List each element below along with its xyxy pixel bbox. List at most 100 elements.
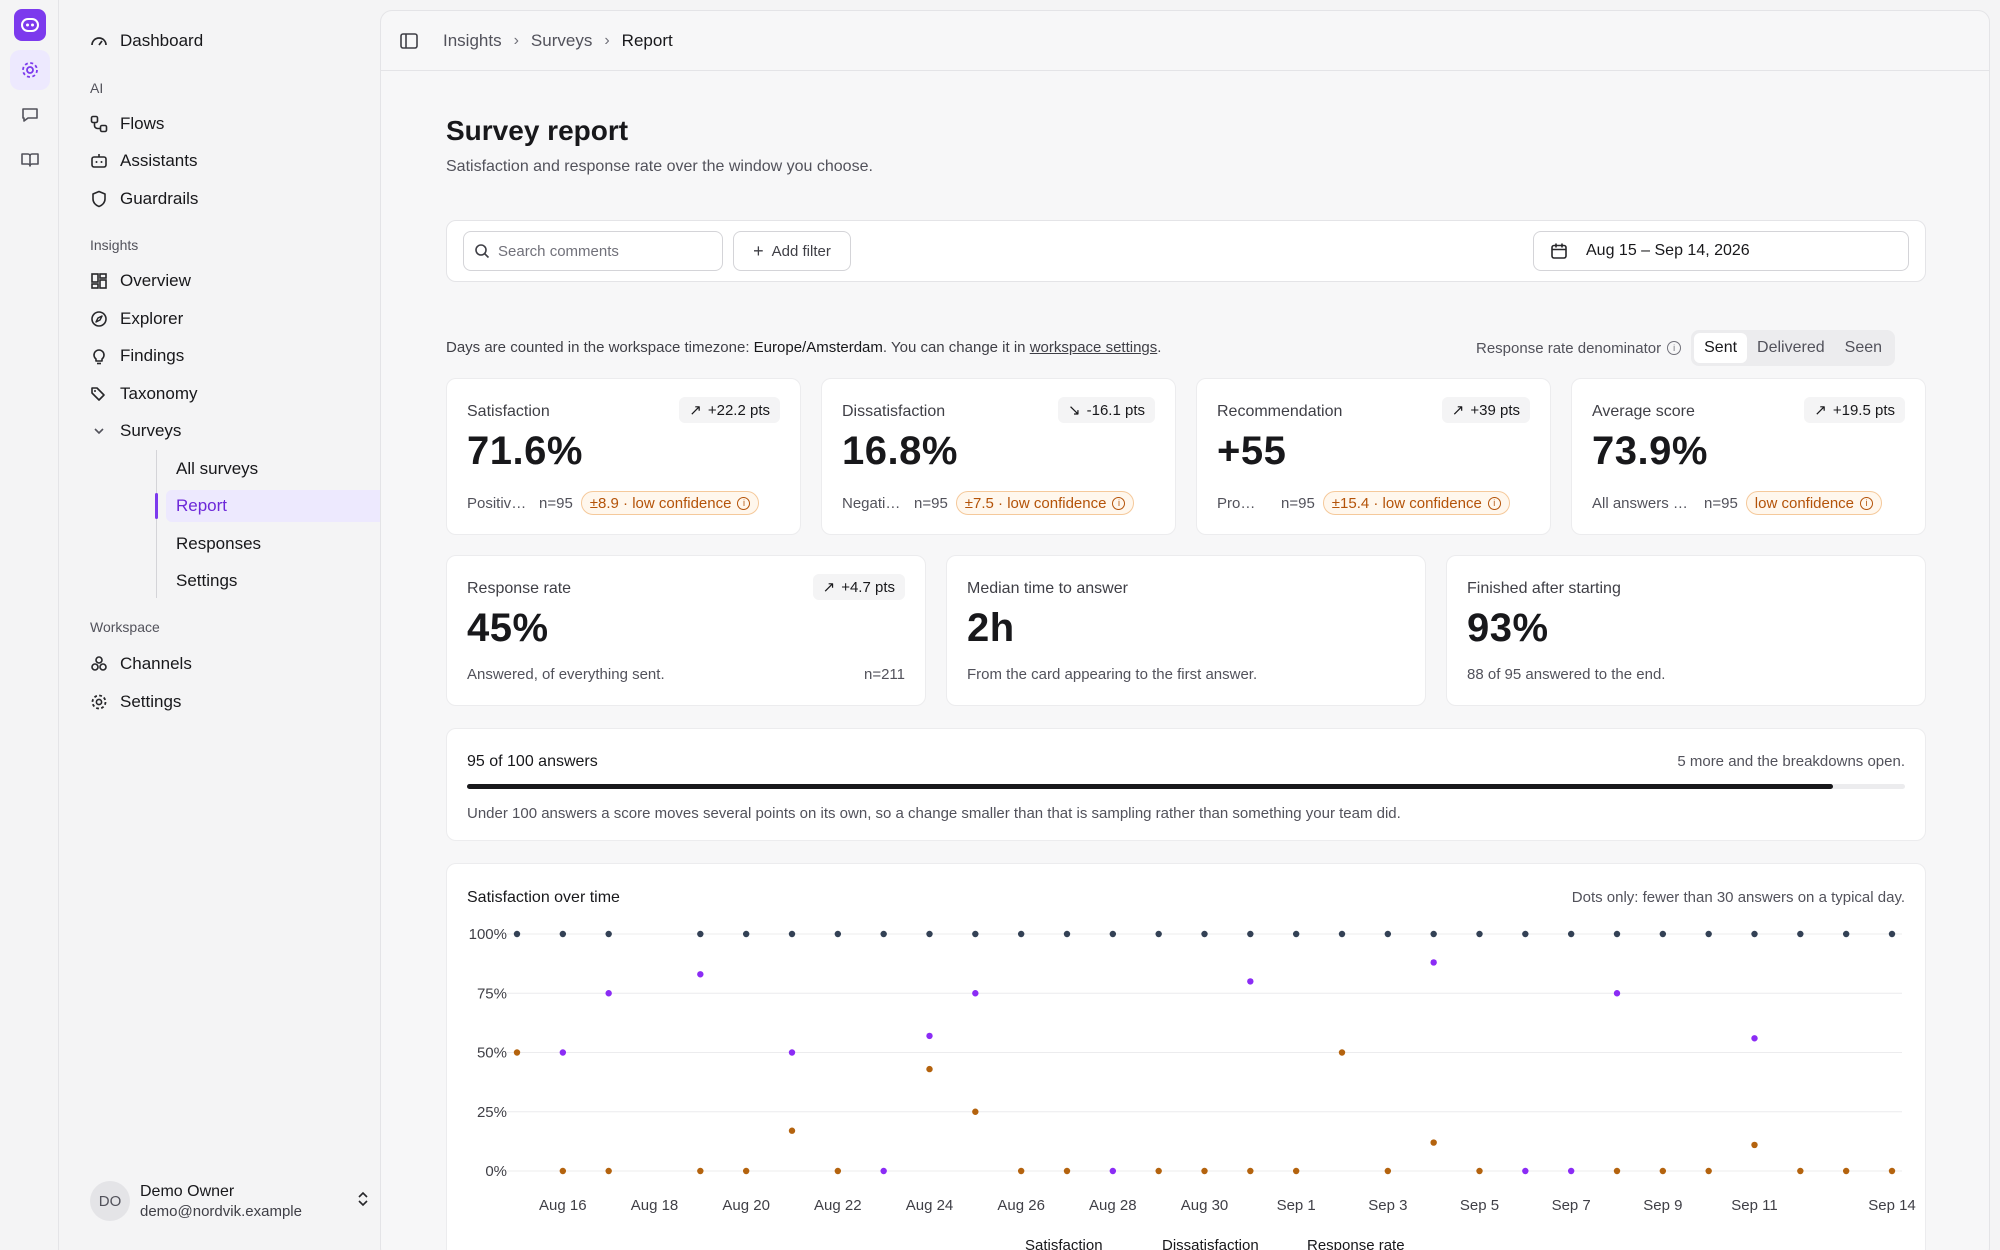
sample-progress-track [467,784,1905,789]
data-point [1430,930,1437,938]
sidebar-subitem-settings[interactable]: Settings [176,571,238,590]
data-point [559,1167,567,1175]
denominator-delivered[interactable]: Delivered [1757,339,1825,356]
kpi-desc: Negative answers [842,494,902,512]
confidence-badge[interactable]: low confidence i [1745,491,1883,515]
sidebar-item-settings[interactable]: Settings [88,685,388,719]
sidebar-item-label: Taxonomy [120,384,198,403]
breadcrumb-surveys[interactable]: Surveys [530,30,593,50]
sidebar-toggle-icon[interactable] [399,31,419,51]
info-icon: i [1487,496,1501,510]
data-point [926,1065,933,1073]
search-icon [474,243,490,259]
sidebar-item-label: Assistants [120,151,198,170]
denominator-control: Response rate denominator i Sent Deliver… [1476,330,1896,366]
trend-up-icon: ↗ [1451,402,1465,419]
stat-foot: Answered, of everything sent. n=211 [467,666,905,683]
sidebar-subitem-all-surveys[interactable]: All surveys [176,459,259,478]
sidebar-item-guardrails[interactable]: Guardrails [88,182,388,216]
data-point [1476,1167,1483,1175]
data-point [1888,1167,1896,1175]
tags-icon [88,383,110,405]
data-point [1705,1167,1712,1175]
denominator-sent[interactable]: Sent [1694,333,1748,363]
data-point [1797,930,1804,938]
kpi-n: n=95 [1281,494,1315,512]
data-point [1522,1167,1529,1175]
stat-value: 93% [1467,606,1549,650]
confidence-badge[interactable]: ±7.5 · low confidence i [955,491,1135,515]
data-point [1247,930,1254,938]
app-logo-icon[interactable] [14,9,46,41]
gear-icon[interactable] [10,50,50,90]
data-point [1292,930,1300,938]
y-tick-label: 50% [477,1045,507,1062]
chat-icon[interactable] [10,95,50,135]
data-point [788,930,796,938]
x-tick-label: Sep 3 [1368,1197,1407,1214]
y-tick-label: 25% [477,1104,507,1121]
lightbulb-icon [88,345,110,367]
x-tick-label: Sep 1 [1277,1197,1316,1214]
legend-item: Dissatisfaction [1162,1237,1259,1250]
kpi-n: n=95 [1704,494,1738,512]
x-tick-label: Sep 9 [1643,1197,1682,1214]
x-tick-label: Aug 18 [631,1197,679,1214]
data-point [1476,930,1483,938]
trend-down-icon: ↘ [1068,402,1081,419]
data-point [1522,930,1529,938]
sample-note: Under 100 answers a score moves several … [467,805,1401,822]
workspace-settings-link[interactable]: workspace settings [1029,339,1158,356]
search-input[interactable] [498,242,708,260]
stat-card-response-rate: Response rate ↗ +4.7 pts 45% Answered, of… [446,555,926,706]
info-icon: i [737,496,751,510]
sidebar-item-taxonomy[interactable]: Taxonomy [88,377,388,411]
data-point [788,1127,796,1134]
info-icon[interactable]: i [1667,341,1682,355]
sidebar-item-findings[interactable]: Findings [88,339,388,373]
data-point [1613,990,1621,997]
kpi-value: 71.6% [467,429,583,473]
user-menu[interactable]: DO Demo Owner demo@nordvik.example [90,1178,370,1224]
book-icon[interactable] [10,140,50,180]
stat-desc: From the card appearing to the first ans… [967,666,1258,683]
compass-icon [88,308,110,330]
sidebar-item-dashboard[interactable]: Dashboard [88,24,388,58]
stat-card-median-time: Median time to answer 2h From the card a… [946,555,1426,706]
kpi-desc: Promoters minus detractors [1217,494,1257,512]
stat-value: 45% [467,606,549,650]
sidebar-item-overview[interactable]: Overview [88,264,388,298]
sidebar-subitem-responses[interactable]: Responses [176,534,262,553]
x-tick-label: Aug 28 [1089,1197,1137,1214]
chevron-right-icon: › [604,31,610,49]
chevron-right-icon: › [513,31,519,49]
sidebar: Dashboard AI Flows Assistants Guardrails… [60,0,420,1250]
kpi-foot: All answers averaged n=95 low confidence… [1592,491,1905,515]
denominator-seen[interactable]: Seen [1844,339,1883,356]
sidebar-item-surveys[interactable]: Surveys [88,414,388,448]
data-point [605,930,612,938]
sidebar-item-assistants[interactable]: Assistants [88,144,388,178]
kpi-value: 73.9% [1592,429,1708,473]
date-range-picker[interactable]: Aug 15 – Sep 14, 2026 [1533,231,1909,271]
data-point [1567,1167,1575,1175]
sidebar-subitem-report[interactable]: Report [166,490,420,522]
sidebar-item-label: Findings [120,346,185,365]
user-name: Demo Owner [140,1182,235,1200]
section-workspace: Workspace [90,619,160,635]
breadcrumb-insights[interactable]: Insights [443,30,502,50]
confidence-text: ±7.5 · low confidence [964,494,1107,512]
sidebar-item-channels[interactable]: Channels [88,647,388,681]
confidence-text: low confidence [1754,494,1855,512]
confidence-badge[interactable]: ±8.9 · low confidence i [580,491,760,515]
delta-badge: ↗ +19.5 pts [1804,397,1905,423]
add-filter-button[interactable]: + Add filter [733,231,851,271]
data-point [559,930,567,938]
data-point [1751,1035,1758,1042]
confidence-badge[interactable]: ±15.4 · low confidence i [1322,491,1510,515]
stat-card-finished: Finished after starting 93% 88 of 95 ans… [1446,555,1926,706]
sidebar-item-flows[interactable]: Flows [88,107,388,141]
section-insights: Insights [90,237,139,253]
data-point [834,1167,842,1175]
sidebar-item-explorer[interactable]: Explorer [88,302,388,336]
